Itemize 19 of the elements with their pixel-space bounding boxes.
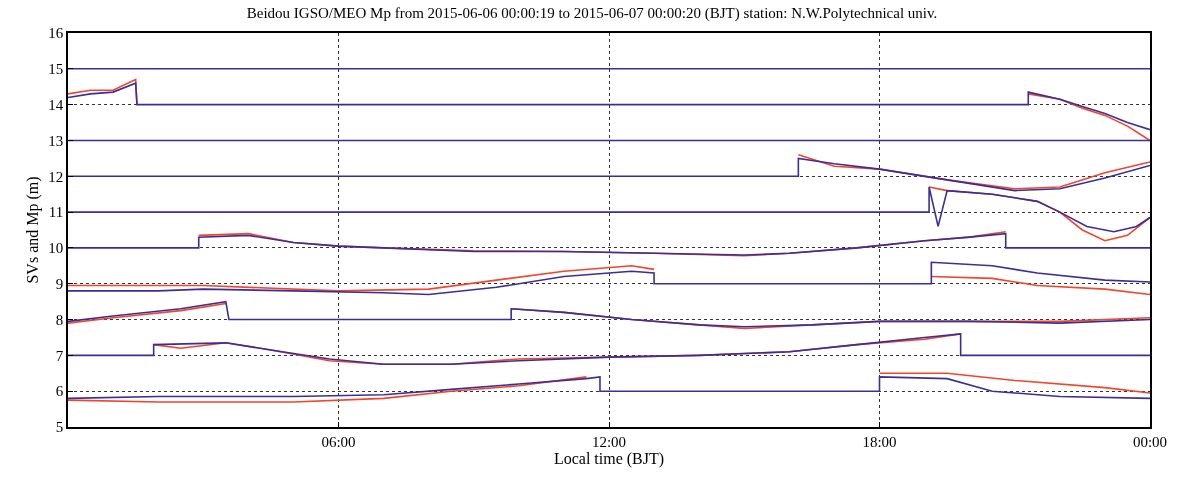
y-tick-label: 12 xyxy=(48,168,64,185)
y-tick-label: 9 xyxy=(55,275,64,292)
y-axis-title: SVs and Mp (m) xyxy=(23,176,42,284)
y-tick-label: 8 xyxy=(55,311,64,328)
y-tick-label: 5 xyxy=(55,419,64,436)
x-tick-label: 06:00 xyxy=(321,433,356,450)
y-tick-label: 10 xyxy=(48,240,64,257)
x-tick-label: 00:00 xyxy=(1132,433,1168,450)
x-axis-title: Local time (BJT) xyxy=(553,449,665,468)
y-tick-label: 6 xyxy=(55,383,64,400)
y-tick-label: 13 xyxy=(48,132,64,149)
y-tick-label: 7 xyxy=(55,347,64,364)
y-tick-label: 14 xyxy=(48,96,64,113)
y-tick-label: 11 xyxy=(48,204,64,221)
chart-title: Beidou IGSO/MEO Mp from 2015-06-06 00:00:19 to 2015-06-07 00:00:20 (BJT) station: N.W.Polytechnical univ. xyxy=(246,4,938,22)
x-tick-label: 18:00 xyxy=(862,433,897,450)
y-tick-label: 16 xyxy=(48,25,64,42)
x-tick-label: 12:00 xyxy=(591,433,627,450)
y-tick-label: 15 xyxy=(48,61,64,78)
